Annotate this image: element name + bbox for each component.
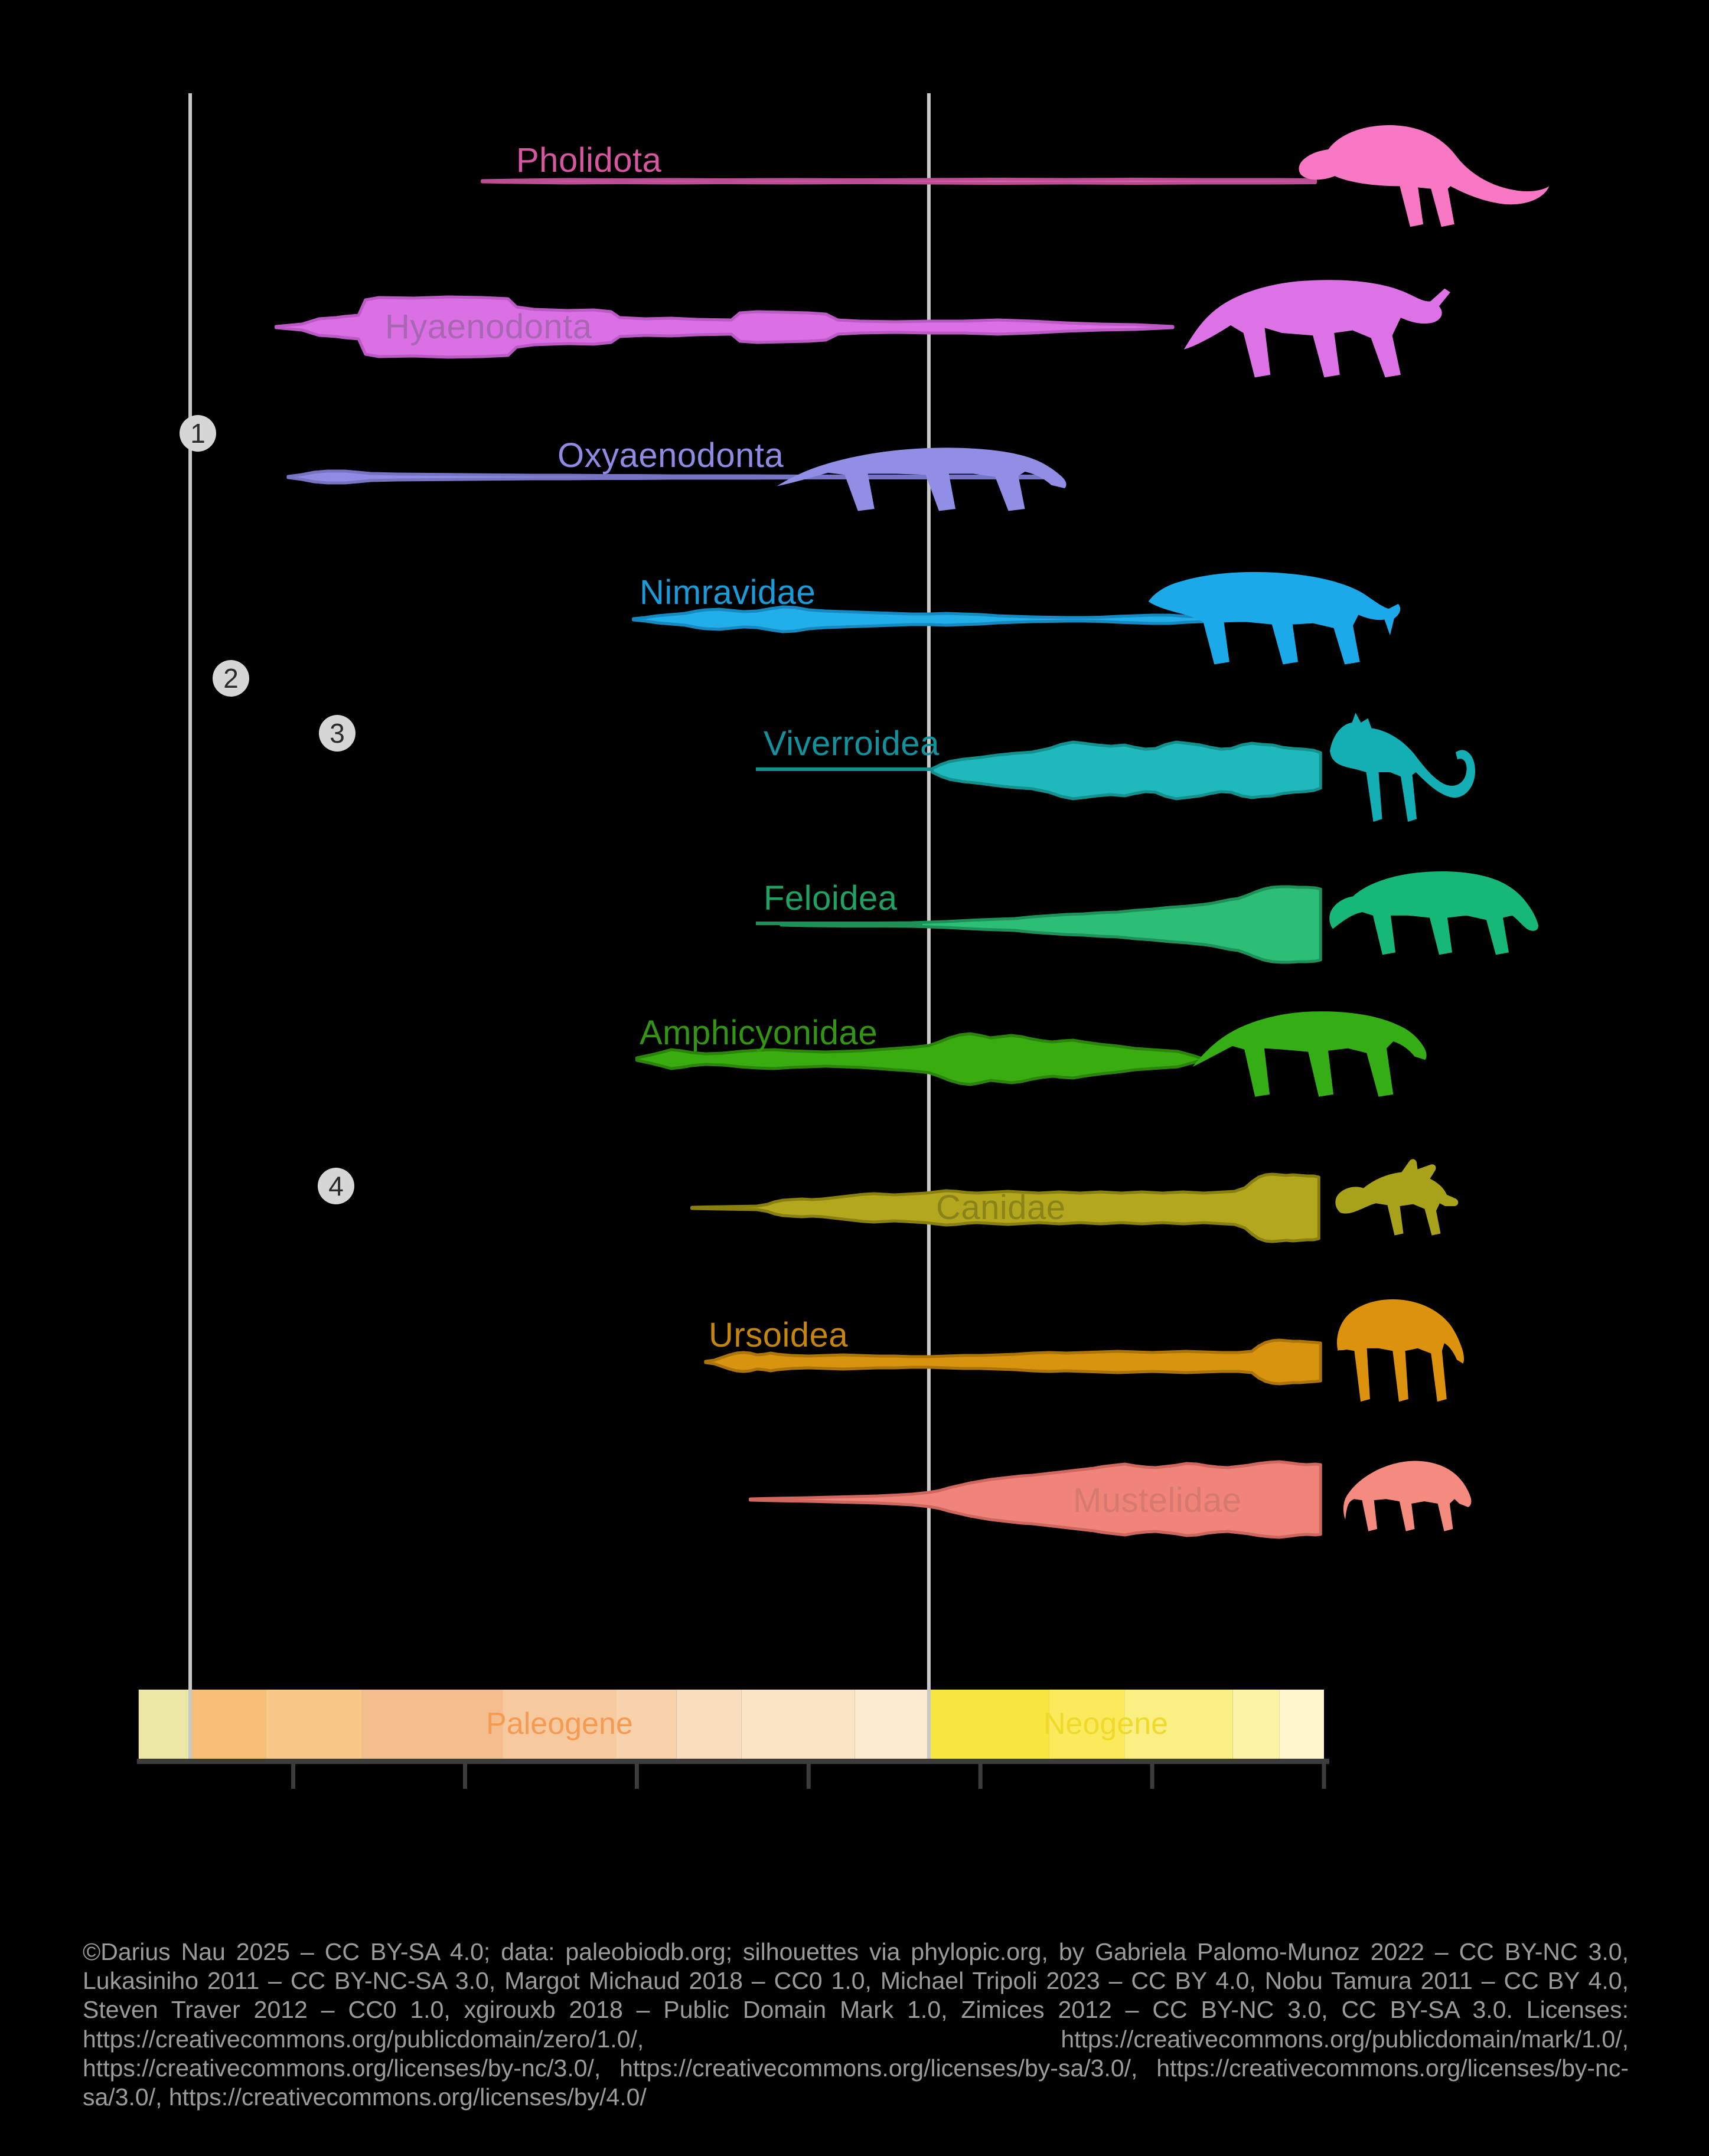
pholidota-pangolin-silhouette xyxy=(1299,125,1550,227)
period-label-paleogene: Paleogene xyxy=(486,1707,633,1741)
taxon-label-oxyaenodonta: Oxyaenodonta xyxy=(557,436,784,475)
diversity-spindles xyxy=(275,178,1322,1539)
taxon-label-hyaenodonta: Hyaenodonta xyxy=(385,308,592,346)
taxon-label-ursoidea: Ursoidea xyxy=(709,1316,849,1354)
taxon-label-mustelidae: Mustelidae xyxy=(1073,1481,1242,1520)
viverroidea-silhouette-shape xyxy=(1330,713,1475,822)
pholidota-spindle xyxy=(481,178,1317,185)
event-marker-2: 2 xyxy=(213,660,249,697)
viverroidea-civet-silhouette xyxy=(1330,713,1475,822)
feloidea-silhouette-shape xyxy=(1329,871,1538,955)
canidae-spindle xyxy=(690,1172,1320,1243)
event-marker-4: 4 xyxy=(318,1168,354,1204)
amphicyonidae-silhouette-shape xyxy=(1192,1011,1427,1097)
taxon-label-pholidota: Pholidota xyxy=(516,141,662,179)
amphicyonidae-beardog-silhouette xyxy=(1192,1011,1427,1097)
feloidea-cat-silhouette xyxy=(1329,871,1538,955)
taxon-label-canidae: Canidae xyxy=(936,1188,1066,1227)
hyaenodonta-silhouette-shape xyxy=(1183,280,1450,378)
taxon-label-nimravidae: Nimravidae xyxy=(640,573,816,612)
feloidea-spindle xyxy=(780,885,1322,964)
nimravidae-silhouette-shape xyxy=(1148,571,1401,665)
mustelidae-silhouette-shape xyxy=(1343,1461,1472,1531)
time-axis xyxy=(136,1759,1329,1789)
ursoidea-spindle xyxy=(704,1338,1322,1386)
oxyaenodonta-silhouette xyxy=(777,447,1067,511)
hyaenodonta-silhouette xyxy=(1183,280,1450,378)
taxon-label-viverroidea: Viverroidea xyxy=(764,724,940,763)
taxon-label-feloidea: Feloidea xyxy=(764,879,898,917)
attribution-text: ©Darius Nau 2025 – CC BY-SA 4.0; data: p… xyxy=(83,1938,1629,2111)
ursoidea-silhouette-shape xyxy=(1336,1299,1464,1402)
viverroidea-spindle xyxy=(931,740,1322,801)
nimravidae-sabertooth-silhouette xyxy=(1148,571,1401,665)
hyaenodonta-spindle xyxy=(275,295,1175,359)
event-marker-1: 1 xyxy=(180,415,216,452)
cretaceous-paleogene-boundary xyxy=(188,93,193,1761)
oxyaenodonta-silhouette-shape xyxy=(777,447,1067,511)
mustelidae-silhouette xyxy=(1343,1461,1472,1531)
pholidota-silhouette-shape xyxy=(1299,125,1550,227)
canidae-fox-silhouette xyxy=(1335,1159,1459,1236)
period-label-neogene: Neogene xyxy=(1043,1707,1169,1741)
timeline-bands xyxy=(138,1690,1324,1761)
mustelidae-spindle xyxy=(748,1460,1322,1539)
canidae-silhouette-shape xyxy=(1335,1159,1459,1236)
event-marker-3: 3 xyxy=(319,715,356,752)
ursoidea-bear-silhouette xyxy=(1336,1299,1464,1402)
taxon-label-amphicyonidae: Amphicyonidae xyxy=(640,1014,878,1052)
label-underlines xyxy=(756,767,932,925)
